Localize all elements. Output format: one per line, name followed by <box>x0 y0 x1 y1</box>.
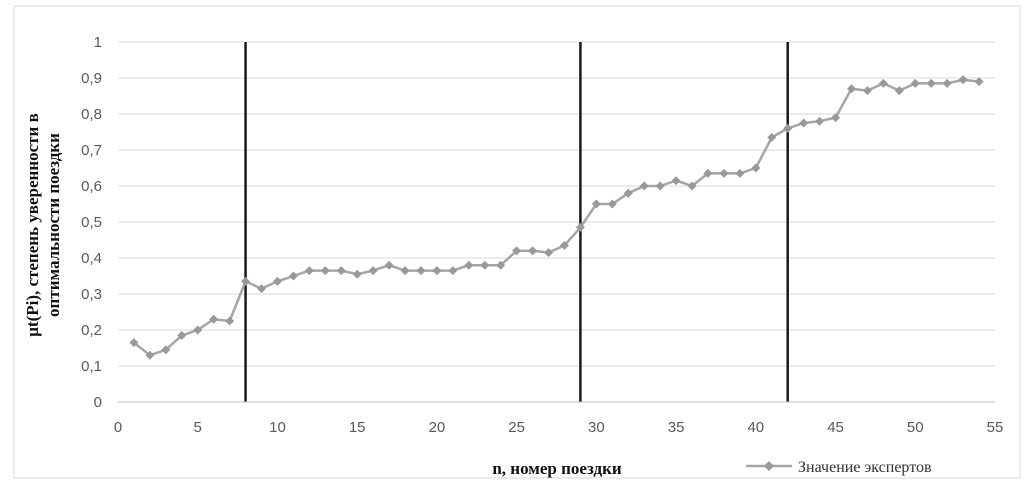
y-tick-label: 1 <box>94 34 102 51</box>
data-point <box>815 116 825 126</box>
legend-label: Значение экспертов <box>798 459 932 476</box>
data-point <box>496 260 506 270</box>
data-series <box>129 75 984 360</box>
data-point <box>623 188 633 198</box>
data-point <box>304 266 314 276</box>
data-point <box>575 222 585 232</box>
data-point <box>878 78 888 88</box>
x-tick-label: 45 <box>827 419 844 436</box>
y-tick-label: 0,4 <box>81 250 102 267</box>
data-point <box>719 168 729 178</box>
x-tick-label: 40 <box>747 419 764 436</box>
data-point <box>145 350 155 360</box>
y-axis-title-line-2: оптимальности поездки <box>44 133 63 317</box>
x-tick-label: 20 <box>429 419 446 436</box>
data-point <box>368 266 378 276</box>
data-point <box>926 78 936 88</box>
y-axis-title: μt(Pi), степень уверенности в оптимально… <box>23 113 63 336</box>
x-tick-label: 5 <box>194 419 202 436</box>
data-point <box>846 84 856 94</box>
data-point <box>400 266 410 276</box>
data-point <box>288 271 298 281</box>
legend: Значение экспертов <box>746 459 932 476</box>
data-point <box>225 316 235 326</box>
data-point <box>894 86 904 96</box>
data-point <box>209 314 219 324</box>
data-point <box>783 123 793 133</box>
x-tick-label: 55 <box>987 419 1004 436</box>
data-point <box>129 338 139 348</box>
y-axis-title-line-1: μt(Pi), степень уверенности в <box>23 113 42 336</box>
data-point <box>831 113 841 123</box>
data-point <box>528 246 538 256</box>
data-point <box>862 86 872 96</box>
x-tick-label: 10 <box>269 419 286 436</box>
data-point <box>272 276 282 286</box>
data-point <box>193 325 203 335</box>
data-point <box>464 260 474 270</box>
data-point <box>639 181 649 191</box>
data-point <box>910 78 920 88</box>
data-point <box>735 168 745 178</box>
data-point <box>958 75 968 85</box>
data-point <box>448 266 458 276</box>
reference-lines <box>244 42 789 402</box>
y-tick-label: 0,6 <box>81 178 102 195</box>
data-point <box>257 284 267 294</box>
data-point <box>241 276 251 286</box>
data-point <box>352 269 362 279</box>
data-point <box>655 181 665 191</box>
y-tick-label: 0,7 <box>81 142 102 159</box>
x-tick-label: 30 <box>588 419 605 436</box>
data-point <box>161 345 171 355</box>
x-tick-label: 0 <box>114 419 122 436</box>
data-point <box>544 248 554 258</box>
data-point <box>320 266 330 276</box>
x-tick-label: 25 <box>508 419 525 436</box>
data-point <box>336 266 346 276</box>
data-point <box>384 260 394 270</box>
y-tick-label: 0,8 <box>81 106 102 123</box>
data-point <box>974 77 984 87</box>
data-point <box>416 266 426 276</box>
x-axis-title: n, номер поездки <box>492 459 622 478</box>
data-point <box>751 163 761 173</box>
legend-marker-swatch <box>764 461 774 471</box>
data-point <box>671 176 681 186</box>
data-point <box>432 266 442 276</box>
data-point <box>687 181 697 191</box>
chart-frame <box>13 5 1021 479</box>
y-tick-label: 0,1 <box>81 358 102 375</box>
data-point <box>607 199 617 209</box>
data-point <box>480 260 490 270</box>
data-point <box>591 199 601 209</box>
x-tick-label: 50 <box>907 419 924 436</box>
y-tick-label: 0,5 <box>81 214 102 231</box>
y-tick-label: 0,2 <box>81 322 102 339</box>
gridlines <box>118 41 995 367</box>
data-point <box>767 132 777 142</box>
y-tick-label: 0 <box>94 394 102 411</box>
data-point <box>799 118 809 128</box>
tick-labels: 00,10,20,30,40,50,60,70,80,910 5 10 15 20 25 3… <box>81 34 1003 436</box>
x-tick-label: 15 <box>349 419 366 436</box>
y-tick-label: 0,3 <box>81 286 102 303</box>
data-point <box>559 240 569 250</box>
data-point <box>942 78 952 88</box>
data-point <box>177 330 187 340</box>
data-point <box>703 168 713 178</box>
y-tick-label: 0,9 <box>81 70 102 87</box>
data-point <box>512 246 522 256</box>
x-tick-label: 35 <box>668 419 685 436</box>
